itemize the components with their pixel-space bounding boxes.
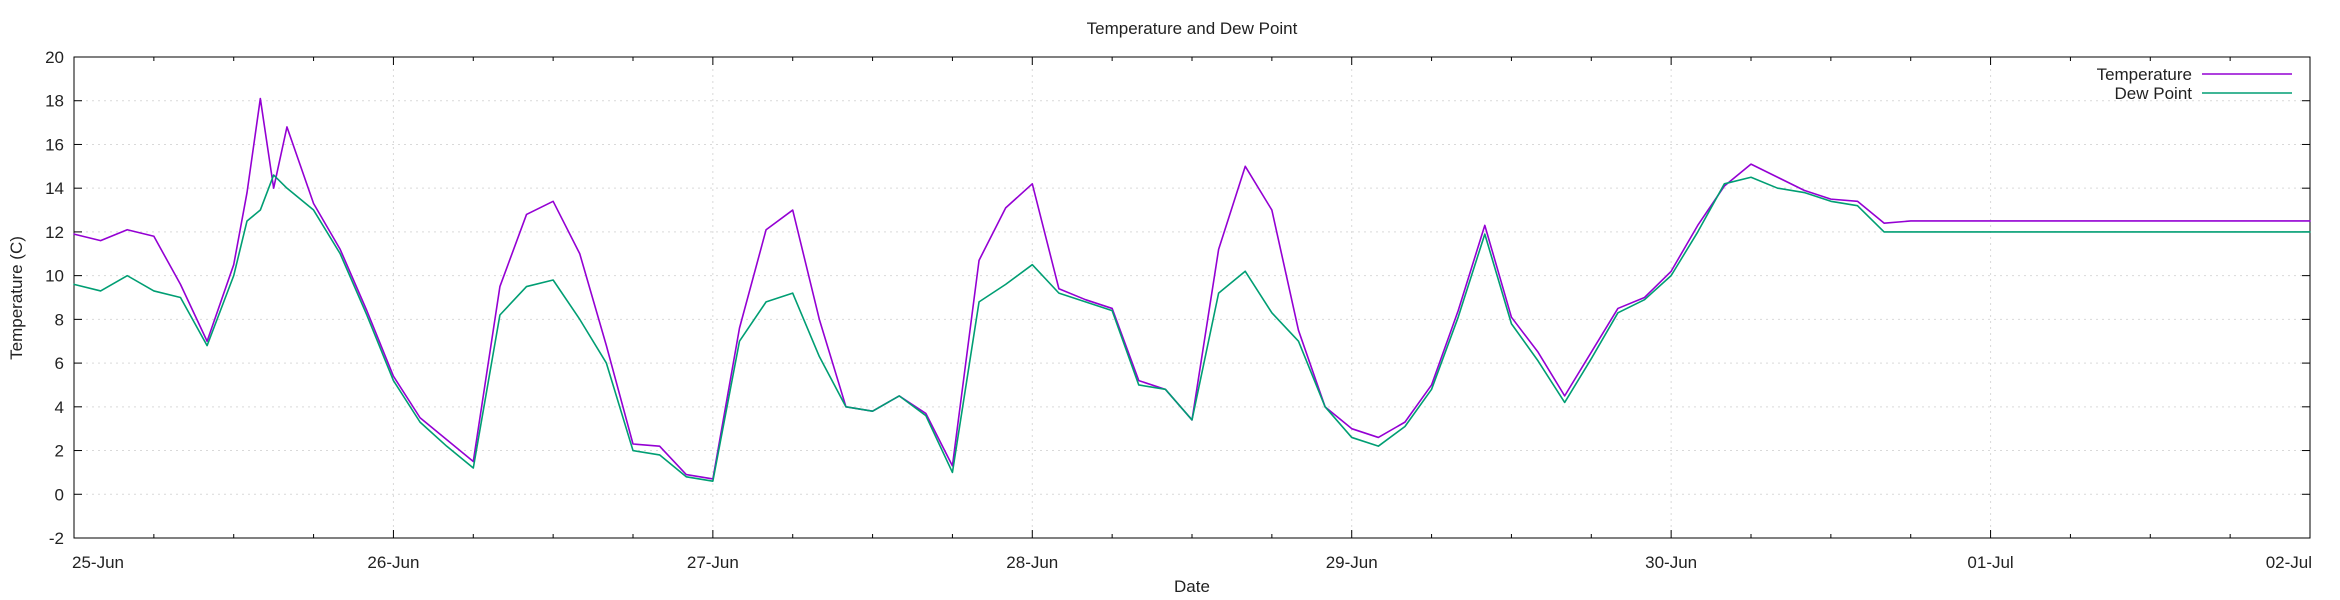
x-tick-label: 26-Jun [367, 553, 419, 572]
axes-layer: -2 0 2 4 6 8 10 12 14 16 18 20 25-Jun 26-Jun 27-Jun 28-… [45, 48, 2312, 572]
x-tick-label: 25-Jun [72, 553, 124, 572]
y-tick-label: 14 [45, 179, 64, 198]
y-axis-title: Temperature (C) [7, 236, 26, 360]
x-tick-label: 30-Jun [1645, 553, 1697, 572]
y-tick-label: 4 [55, 398, 64, 417]
y-tick-label: 6 [55, 354, 64, 373]
x-tick-label: 01-Jul [1967, 553, 2013, 572]
y-tick-label: 18 [45, 92, 64, 111]
legend-label: Temperature [2097, 65, 2192, 84]
y-tick-label: 8 [55, 310, 64, 329]
x-axis-title: Date [1174, 577, 1210, 596]
y-tick-label: 20 [45, 48, 64, 67]
y-tick-label: 16 [45, 135, 64, 154]
y-tick-label: 12 [45, 223, 64, 242]
y-tick-label: 2 [55, 442, 64, 461]
x-tick-label: 28-Jun [1006, 553, 1058, 572]
chart-title: Temperature and Dew Point [1087, 19, 1298, 38]
y-tick-label: -2 [49, 529, 64, 548]
y-tick-label: 0 [55, 485, 64, 504]
x-tick-label: 02-Jul [2266, 553, 2312, 572]
grid-layer [73, 56, 2311, 539]
y-tick-label: 10 [45, 267, 64, 286]
x-tick-label: 27-Jun [687, 553, 739, 572]
series-line-dew-point [73, 174, 2311, 482]
legend-label: Dew Point [2115, 84, 2193, 103]
plot-frame [73, 56, 2311, 539]
x-tick-label: 29-Jun [1326, 553, 1378, 572]
series-layer [73, 97, 2311, 482]
